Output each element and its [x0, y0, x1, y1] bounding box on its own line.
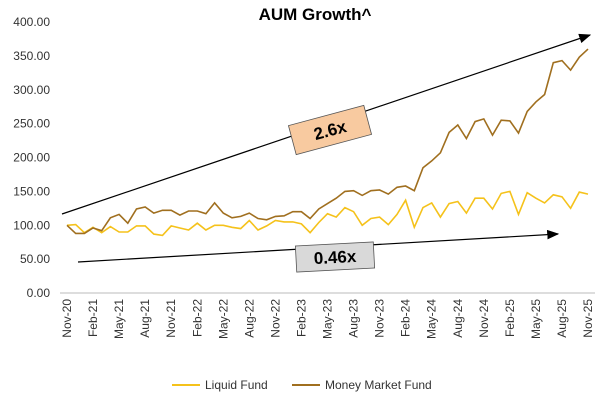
y-tick-label: 350.00: [13, 49, 50, 63]
x-tick-label: Aug-25: [555, 299, 569, 338]
x-tick-label: May-25: [529, 299, 543, 339]
series-line: [66, 190, 589, 237]
annotation-box: [287, 104, 373, 156]
x-tick-label: Feb-23: [294, 299, 308, 337]
y-tick-label: 400.00: [13, 15, 50, 29]
x-tick-label: Nov-24: [477, 299, 491, 338]
annotation-box: [294, 241, 376, 273]
y-tick-label: 0.00: [27, 286, 51, 300]
legend-label: Liquid Fund: [205, 378, 268, 392]
annotation: 0.46x: [294, 241, 376, 273]
x-tick-label: Feb-24: [399, 299, 413, 337]
x-tick-label: Feb-21: [86, 299, 100, 337]
x-tick-label: Nov-21: [164, 299, 178, 338]
y-tick-label: 50.00: [20, 252, 50, 266]
y-tick-label: 300.00: [13, 83, 50, 97]
x-tick-label: Feb-22: [190, 299, 204, 337]
x-tick-label: Aug-23: [347, 299, 361, 338]
annotation-text: 0.46x: [313, 247, 357, 268]
x-tick-label: May-21: [112, 299, 126, 339]
x-tick-label: May-23: [321, 299, 335, 339]
x-tick-label: Feb-25: [503, 299, 517, 337]
x-tick-label: Nov-23: [373, 299, 387, 338]
x-tick-label: Aug-22: [242, 299, 256, 338]
legend-label: Money Market Fund: [325, 378, 432, 392]
x-tick-label: Nov-22: [268, 299, 282, 338]
y-tick-label: 100.00: [13, 218, 50, 232]
x-tick-label: Aug-21: [138, 299, 152, 338]
y-tick-label: 200.00: [13, 151, 50, 165]
x-tick-label: Nov-20: [60, 299, 74, 338]
series-line: [66, 48, 589, 235]
x-tick-label: May-22: [216, 299, 230, 339]
y-tick-label: 250.00: [13, 117, 50, 131]
x-tick-label: May-24: [425, 299, 439, 339]
x-tick-label: Nov-25: [581, 299, 595, 338]
chart-title: AUM Growth^: [259, 5, 372, 24]
y-tick-label: 150.00: [13, 184, 50, 198]
x-tick-label: Aug-24: [451, 299, 465, 338]
annotation: 2.6x: [287, 104, 373, 156]
